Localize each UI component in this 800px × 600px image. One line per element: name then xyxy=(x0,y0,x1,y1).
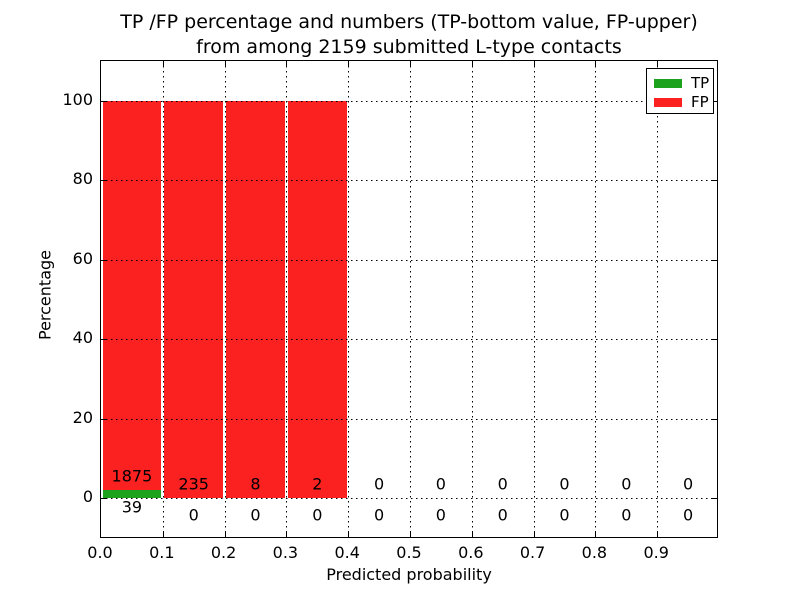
x-tick-mark-bottom xyxy=(348,532,350,537)
x-tick-mark-bottom xyxy=(286,532,288,537)
fp-count-label: 0 xyxy=(435,474,446,494)
legend-label-fp: FP xyxy=(691,93,709,111)
v-gridline xyxy=(348,61,350,537)
legend: TP FP xyxy=(646,68,714,114)
fp-bar xyxy=(102,100,162,490)
x-tick-mark-top xyxy=(595,61,597,66)
fp-bar xyxy=(287,100,347,498)
y-tick-mark-left xyxy=(101,339,106,340)
fp-count-label: 0 xyxy=(559,474,570,494)
h-gridline xyxy=(101,100,717,102)
fp-count-label: 235 xyxy=(178,474,209,494)
v-gridline xyxy=(595,61,597,537)
y-tick-mark-right xyxy=(712,498,717,499)
y-tick-mark-left xyxy=(101,180,106,181)
fp-bar xyxy=(164,100,224,498)
tp-count-label: 0 xyxy=(312,505,323,525)
x-tick-mark-top xyxy=(224,61,226,66)
legend-label-tp: TP xyxy=(691,74,710,92)
x-tick-mark-bottom xyxy=(533,532,535,537)
x-tick-mark-top xyxy=(533,61,535,66)
tp-count-label: 0 xyxy=(435,505,446,525)
x-tick-mark-top xyxy=(348,61,350,66)
y-tick-mark-left xyxy=(101,100,106,102)
x-tick-mark-bottom xyxy=(410,532,411,537)
y-tick-mark-right xyxy=(712,418,717,420)
v-gridline xyxy=(286,61,288,537)
tp-count-label: 0 xyxy=(683,505,694,525)
x-tick-label: 0.6 xyxy=(458,543,484,562)
chart-title-line2: from among 2159 submitted L-type contact… xyxy=(196,36,622,58)
y-tick-mark-left xyxy=(101,418,106,420)
x-tick-label: 0.0 xyxy=(87,543,113,562)
x-tick-label: 0.3 xyxy=(272,543,299,562)
tp-count-label: 0 xyxy=(497,505,508,525)
fp-swatch-icon xyxy=(654,98,682,107)
fp-count-label: 0 xyxy=(497,474,508,494)
x-tick-label: 0.4 xyxy=(334,543,360,562)
x-tick-mark-bottom xyxy=(657,532,659,537)
y-tick-mark-left xyxy=(101,498,106,499)
y-tick-mark-right xyxy=(712,100,717,102)
legend-item-tp: TP xyxy=(647,74,713,93)
fp-count-label: 8 xyxy=(250,474,261,494)
x-tick-label: 0.7 xyxy=(519,543,546,562)
y-tick-label: 0 xyxy=(82,487,93,506)
plot-area: TP FP 1875 39 235 0 8 0 2 0 0 0 0 0 0 0 0 0 0 0 0 0 xyxy=(100,60,718,538)
h-gridline xyxy=(101,259,717,261)
x-tick-label: 0.1 xyxy=(149,543,175,562)
fp-count-label: 1875 xyxy=(111,466,153,486)
x-tick-mark-bottom xyxy=(595,532,597,537)
fp-count-label: 0 xyxy=(374,474,385,494)
h-gridline xyxy=(101,180,717,181)
v-gridline xyxy=(471,61,473,537)
x-axis-label: Predicted probability xyxy=(326,565,492,584)
x-tick-mark-top xyxy=(286,61,288,66)
h-gridline xyxy=(101,339,717,340)
fp-count-label: 0 xyxy=(621,474,632,494)
y-tick-label: 40 xyxy=(72,328,93,347)
y-tick-mark-right xyxy=(712,339,717,340)
x-tick-mark-bottom xyxy=(224,532,226,537)
fp-count-label: 2 xyxy=(312,474,323,494)
x-tick-mark-bottom xyxy=(471,532,473,537)
x-tick-mark-top xyxy=(657,61,659,66)
v-gridline xyxy=(224,61,226,537)
x-tick-label: 0.2 xyxy=(210,543,237,562)
x-tick-mark-top xyxy=(471,61,473,66)
y-tick-mark-left xyxy=(101,259,106,261)
tp-count-label: 0 xyxy=(188,505,199,525)
x-tick-label: 0.8 xyxy=(581,543,608,562)
legend-item-fp: FP xyxy=(647,93,713,112)
fp-count-label: 0 xyxy=(683,474,694,494)
tp-count-label: 0 xyxy=(621,505,632,525)
y-tick-mark-right xyxy=(712,180,717,181)
x-tick-mark-top xyxy=(410,61,411,66)
tp-count-label: 0 xyxy=(374,505,385,525)
tp-bar xyxy=(102,489,162,498)
y-tick-label: 100 xyxy=(62,89,93,109)
v-gridline xyxy=(410,61,411,537)
x-tick-mark-top xyxy=(162,61,164,66)
y-tick-label: 60 xyxy=(72,248,93,268)
y-tick-label: 20 xyxy=(72,407,93,427)
h-gridline xyxy=(101,418,717,420)
h-gridline xyxy=(101,498,717,499)
x-tick-label: 0.5 xyxy=(396,543,422,562)
v-gridline xyxy=(657,61,659,537)
tp-swatch-icon xyxy=(654,79,682,88)
y-tick-label: 80 xyxy=(72,169,93,188)
tp-count-label: 0 xyxy=(559,505,570,525)
tp-count-label: 39 xyxy=(121,497,143,517)
v-gridline xyxy=(162,61,164,537)
y-tick-mark-right xyxy=(712,259,717,261)
x-tick-mark-bottom xyxy=(162,532,164,537)
v-gridline xyxy=(533,61,535,537)
x-tick-label: 0.9 xyxy=(643,543,669,562)
chart-title-line1: TP /FP percentage and numbers (TP-bottom… xyxy=(120,11,698,33)
fp-bar xyxy=(226,100,285,498)
tp-count-label: 0 xyxy=(250,505,261,525)
